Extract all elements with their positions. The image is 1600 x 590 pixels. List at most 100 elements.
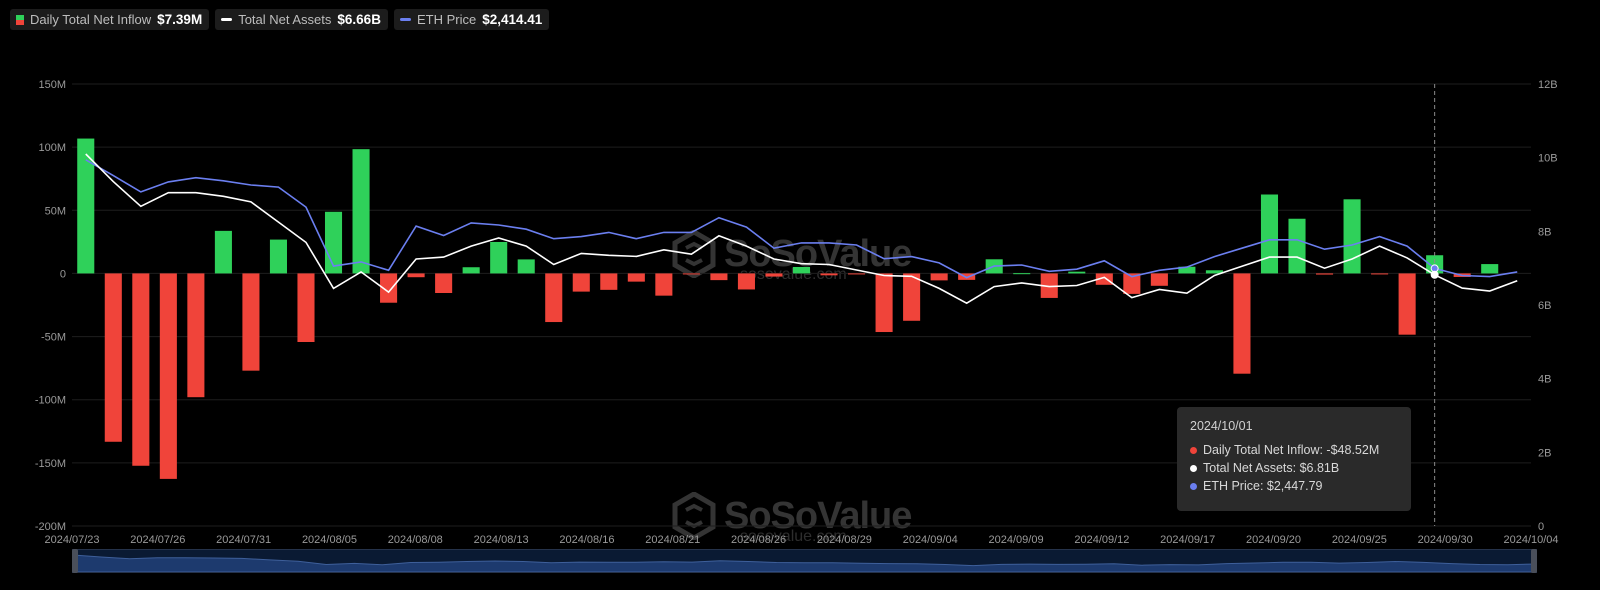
legend-price-label: ETH Price bbox=[416, 12, 477, 27]
x-axis-tick: 2024/08/29 bbox=[817, 534, 872, 546]
x-axis-tick: 2024/09/04 bbox=[903, 534, 958, 546]
inflow-bar bbox=[435, 273, 453, 294]
inflow-bar bbox=[1260, 194, 1279, 274]
price-swatch-icon bbox=[399, 18, 411, 21]
inflow-bar bbox=[1233, 273, 1251, 374]
x-axis-tick: 2024/08/08 bbox=[388, 534, 443, 546]
inflow-bar bbox=[958, 273, 976, 280]
inflow-bar bbox=[214, 230, 232, 274]
x-axis-tick: 2024/07/31 bbox=[216, 534, 271, 546]
legend-assets-label: Total Net Assets bbox=[238, 12, 332, 27]
left-axis-tick: 150M bbox=[38, 79, 66, 91]
right-axis-tick: 10B bbox=[1538, 153, 1558, 165]
left-axis-tick: 0 bbox=[60, 268, 66, 280]
legend-inflow[interactable]: Daily Total Net Inflow $7.39M bbox=[10, 9, 210, 30]
left-axis-tick: -100M bbox=[35, 395, 66, 407]
left-axis-tick: 100M bbox=[38, 142, 66, 154]
inflow-bar bbox=[1481, 264, 1499, 274]
x-axis-tick: 2024/07/23 bbox=[44, 534, 99, 546]
inflow-bar bbox=[490, 241, 508, 274]
inflow-bar bbox=[1150, 273, 1168, 286]
inflow-bar bbox=[655, 273, 673, 296]
x-axis-tick: 2024/09/25 bbox=[1332, 534, 1387, 546]
inflow-bar bbox=[1123, 273, 1141, 294]
inflow-bar bbox=[1316, 273, 1334, 275]
inflow-bar bbox=[627, 273, 645, 282]
tooltip-price: ETH Price: $2,447.79 bbox=[1203, 479, 1323, 493]
inflow-bar bbox=[132, 273, 150, 466]
assets-dot-icon bbox=[1190, 464, 1197, 472]
data-zoom-slider[interactable] bbox=[72, 549, 1537, 573]
x-axis-tick: 2024/09/20 bbox=[1246, 534, 1301, 546]
inflow-bar bbox=[848, 273, 866, 275]
inflow-bar bbox=[1040, 273, 1058, 298]
inflow-bar bbox=[77, 138, 95, 274]
inflow-bar bbox=[242, 273, 260, 371]
inflow-bar bbox=[462, 267, 480, 274]
inflow-bar bbox=[159, 273, 177, 479]
right-axis-tick: 0 bbox=[1538, 521, 1544, 533]
inflow-bar bbox=[517, 259, 535, 274]
slider-preview bbox=[73, 554, 1536, 572]
legend-inflow-value: $7.39M bbox=[157, 12, 203, 27]
total-net-assets-line bbox=[85, 153, 1518, 305]
x-axis-tick: 2024/08/26 bbox=[731, 534, 786, 546]
inflow-bar bbox=[380, 273, 398, 303]
left-axis-tick: -150M bbox=[35, 458, 66, 470]
slider-handle-left[interactable] bbox=[72, 549, 78, 573]
inflow-bar bbox=[297, 273, 315, 343]
inflow-bar bbox=[875, 273, 893, 333]
inflow-bar bbox=[572, 273, 590, 292]
inflow-bar bbox=[820, 273, 838, 276]
inflow-bar bbox=[269, 239, 287, 274]
inflow-bar bbox=[1205, 270, 1223, 274]
inflow-bar bbox=[1288, 218, 1306, 274]
inflow-bar bbox=[737, 273, 755, 290]
legend-price[interactable]: ETH Price $2,414.41 bbox=[393, 9, 550, 30]
inflow-bar bbox=[1095, 273, 1113, 285]
inflow-bar bbox=[324, 211, 343, 274]
hover-tooltip: 2024/10/01 Daily Total Net Inflow: -$48.… bbox=[1177, 407, 1411, 511]
inflow-bar bbox=[1068, 271, 1086, 274]
inflow-bar bbox=[1013, 273, 1031, 275]
inflow-bar bbox=[1398, 273, 1416, 335]
inflow-bar bbox=[600, 273, 618, 290]
inflow-bar bbox=[682, 273, 700, 275]
right-axis-tick: 8B bbox=[1538, 226, 1551, 238]
x-axis-tick: 2024/08/05 bbox=[302, 534, 357, 546]
legend-inflow-label: Daily Total Net Inflow bbox=[30, 12, 152, 27]
inflow-bar bbox=[352, 149, 370, 274]
x-axis-tick: 2024/08/21 bbox=[645, 534, 700, 546]
assets-hover-point bbox=[1430, 270, 1439, 279]
slider-handle-right[interactable] bbox=[1531, 549, 1537, 573]
right-axis-tick: 6B bbox=[1538, 300, 1551, 312]
x-axis-tick: 2024/09/09 bbox=[989, 534, 1044, 546]
chart-legend: Daily Total Net Inflow $7.39M Total Net … bbox=[10, 9, 550, 30]
inflow-bar bbox=[104, 273, 122, 442]
inflow-bar bbox=[930, 273, 948, 281]
assets-swatch-icon bbox=[221, 18, 233, 21]
inflow-bar bbox=[187, 273, 205, 398]
inflow-bar bbox=[545, 273, 563, 323]
inflow-bar bbox=[407, 273, 425, 278]
right-axis-tick: 12B bbox=[1538, 79, 1558, 91]
tooltip-assets: Total Net Assets: $6.81B bbox=[1203, 461, 1340, 475]
price-dot-icon bbox=[1190, 482, 1197, 490]
inflow-bar bbox=[1178, 266, 1196, 274]
x-axis-tick: 2024/09/30 bbox=[1418, 534, 1473, 546]
x-axis-tick: 2024/09/17 bbox=[1160, 534, 1215, 546]
inflow-bar bbox=[1343, 199, 1361, 274]
x-axis-tick: 2024/08/13 bbox=[474, 534, 529, 546]
right-axis-tick: 4B bbox=[1538, 374, 1551, 386]
legend-assets-value: $6.66B bbox=[337, 12, 381, 27]
inflow-bar bbox=[1371, 273, 1389, 275]
inflow-bar bbox=[903, 273, 921, 321]
tooltip-date: 2024/10/01 bbox=[1190, 419, 1253, 433]
inflow-bar bbox=[710, 273, 728, 281]
left-axis-tick: 50M bbox=[45, 205, 66, 217]
right-axis-tick: 2B bbox=[1538, 447, 1551, 459]
x-axis-tick: 2024/07/26 bbox=[130, 534, 185, 546]
legend-assets[interactable]: Total Net Assets $6.66B bbox=[215, 9, 388, 30]
legend-price-value: $2,414.41 bbox=[482, 12, 543, 27]
eth-price-line bbox=[85, 159, 1518, 279]
